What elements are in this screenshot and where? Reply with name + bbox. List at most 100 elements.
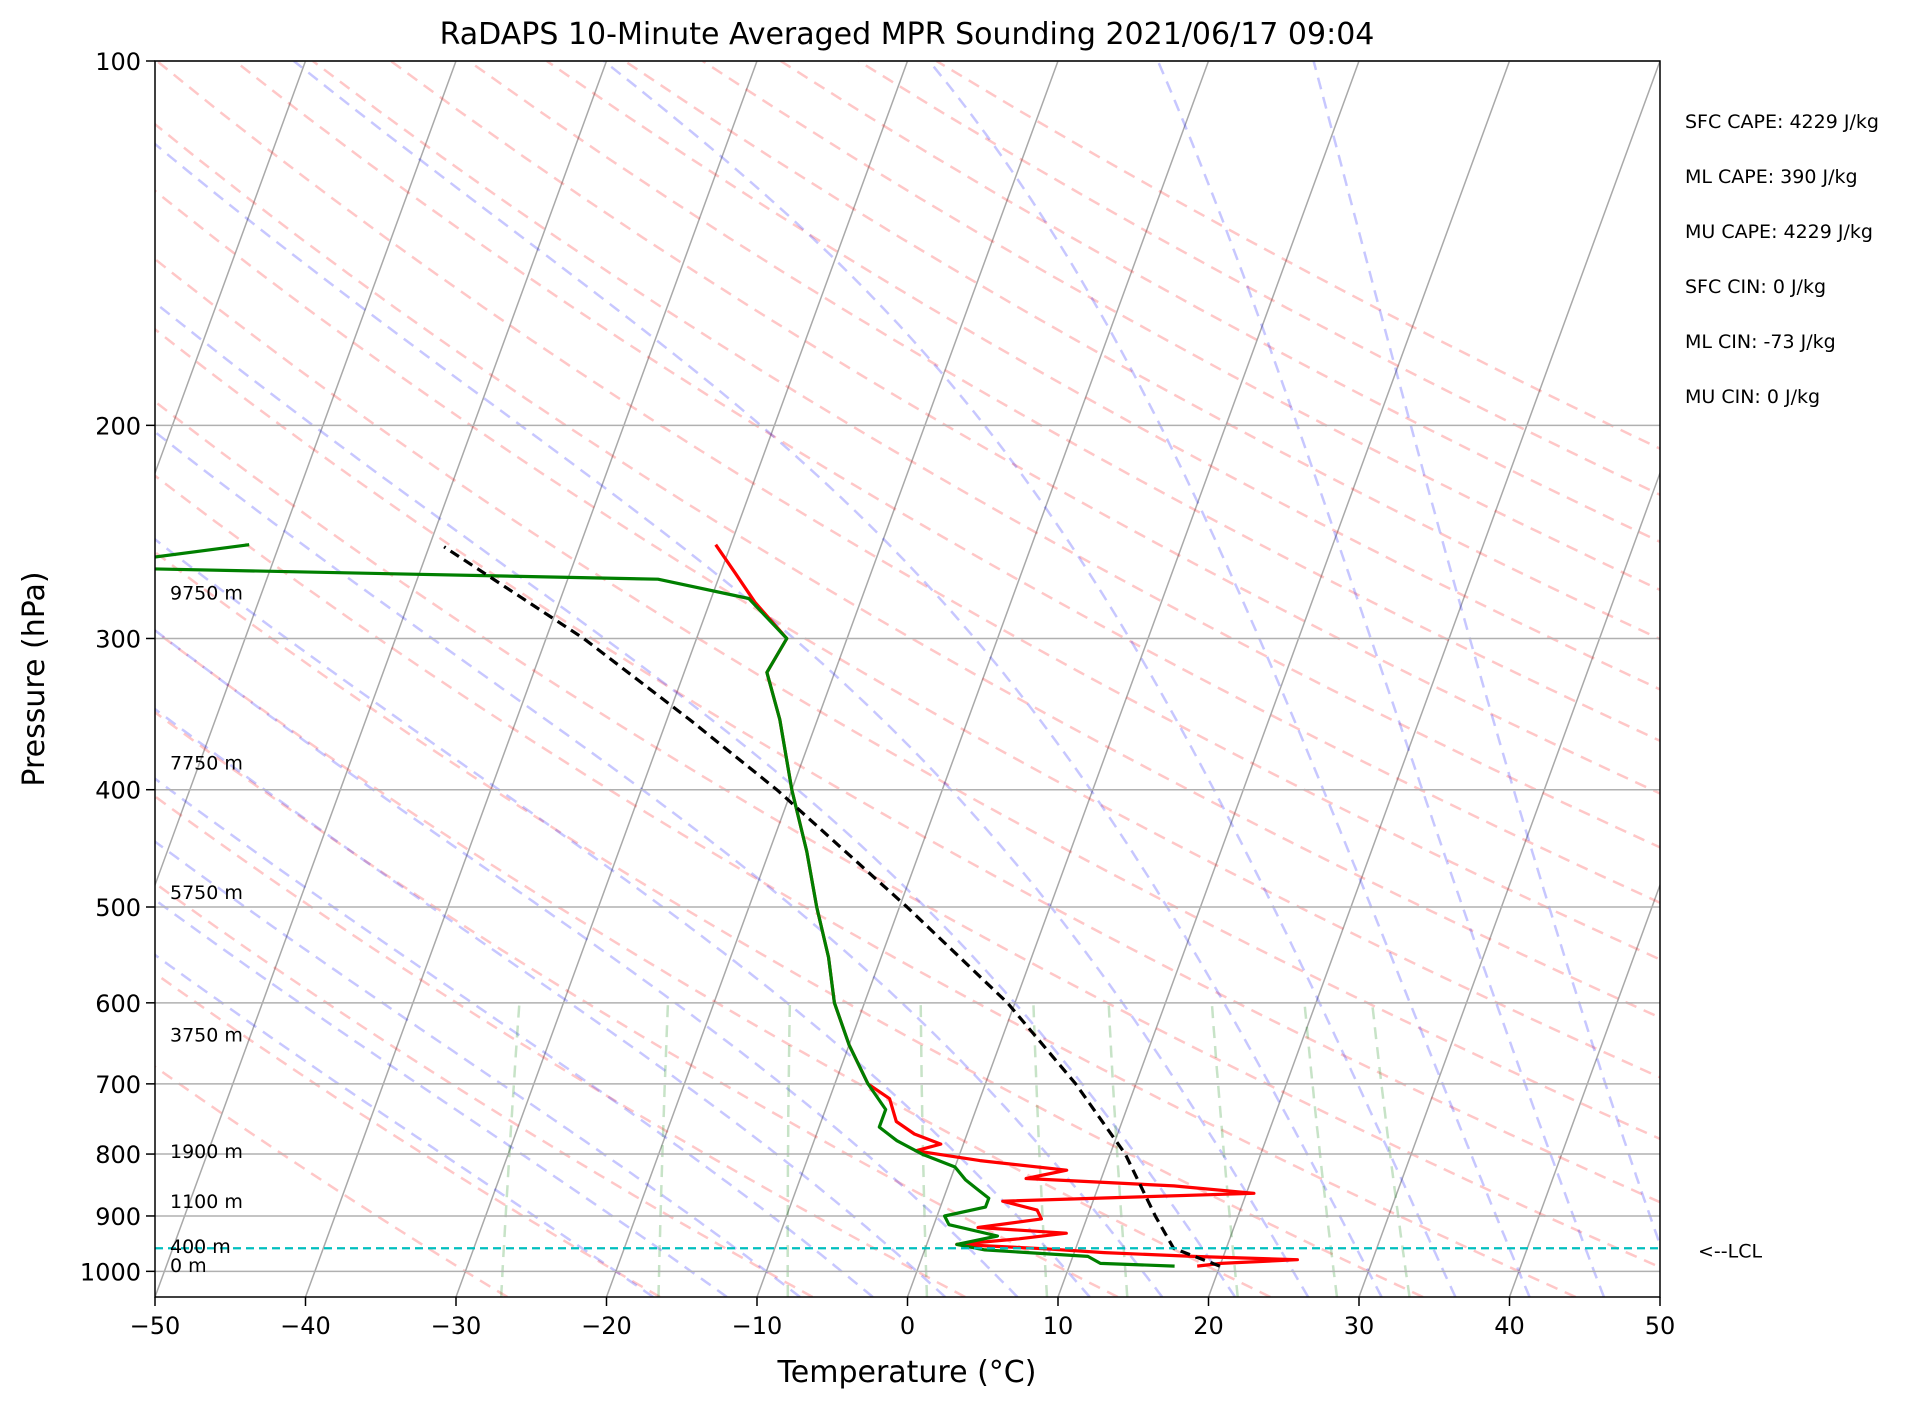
isotherm-line (605, 61, 1059, 1297)
x-tick-label: 10 (1043, 1312, 1074, 1340)
moist-adiabat (155, 898, 728, 1297)
mixing-ratio-line (919, 1002, 929, 1297)
stat-line: SFC CAPE: 4229 J/kg (1685, 111, 1879, 133)
y-axis-ticks: 100 200 300 400 500 600 700 800 900 1000 (80, 48, 155, 1286)
moist-adiabat (293, 61, 1383, 1297)
lcl-label: <--LCL (1698, 1240, 1762, 1262)
height-label: 3750 m (170, 1024, 243, 1046)
stat-line: ML CIN: -73 J/kg (1685, 331, 1836, 353)
x-tick-label: −20 (581, 1312, 632, 1340)
x-axis-label: Temperature (°C) (777, 1355, 1037, 1390)
y-tick-label: 500 (95, 894, 141, 922)
x-tick-label: 20 (1193, 1312, 1224, 1340)
mixing-ratio-line (1370, 1002, 1411, 1297)
isotherm-line (756, 61, 1210, 1297)
moist-adiabat (155, 953, 654, 1297)
x-tick-label: −40 (280, 1312, 331, 1340)
y-tick-label: 900 (95, 1203, 141, 1231)
dry-adiabat (155, 881, 814, 1297)
height-label: 1900 m (170, 1141, 243, 1163)
dry-adiabat (155, 257, 1660, 1141)
x-tick-label: 40 (1494, 1312, 1525, 1340)
dry-adiabat (779, 61, 1660, 544)
mixing-ratio-line (786, 1002, 792, 1297)
dry-adiabat (155, 710, 1119, 1297)
y-tick-label: 600 (95, 990, 141, 1018)
height-label: 400 m (170, 1236, 231, 1258)
dry-adiabat (155, 399, 1660, 1269)
data-lines (155, 543, 1660, 1268)
height-label: 1100 m (170, 1191, 243, 1213)
y-tick-label: 700 (95, 1071, 141, 1099)
x-tick-label: −50 (130, 1312, 181, 1340)
isotherm-line (455, 61, 909, 1297)
height-label: 9750 m (170, 583, 243, 605)
background-lines (0, 61, 1660, 1297)
moist-adiabat (928, 61, 1531, 1297)
dry-adiabat (935, 61, 1660, 451)
mixing-ratio-line (657, 1002, 670, 1297)
dry-adiabat (155, 629, 1271, 1297)
mixing-ratio-line (1032, 1002, 1049, 1297)
moist-adiabat (155, 628, 1019, 1297)
moist-adiabat (1156, 61, 1606, 1297)
x-tick-label: −10 (732, 1312, 783, 1340)
isotherm-line (1508, 882, 1660, 1297)
stat-line: SFC CIN: 0 J/kg (1685, 276, 1826, 298)
isotherm-line (1659, 1294, 1660, 1297)
height-label: 5750 m (170, 882, 243, 904)
moist-adiabat (155, 537, 1091, 1297)
isotherm-line (1057, 61, 1511, 1297)
mixing-ratio-line (1210, 1002, 1239, 1297)
dry-adiabat (312, 61, 1660, 849)
mixing-ratio-line (1107, 1002, 1129, 1297)
moist-adiabat (1312, 61, 1660, 1249)
pressure-grid (155, 60, 1660, 1273)
isotherm-line (906, 61, 1360, 1297)
isotherm-line (304, 61, 758, 1297)
y-tick-label: 400 (95, 777, 141, 805)
y-tick-label: 100 (95, 48, 141, 76)
isotherm-line (1207, 61, 1660, 1297)
dry-adiabat (155, 1065, 509, 1297)
y-tick-label: 300 (95, 625, 141, 653)
y-tick-label: 200 (95, 412, 141, 440)
dry-adiabat (390, 61, 1660, 795)
isotherm-line (1358, 470, 1660, 1297)
dry-adiabat (155, 971, 661, 1297)
x-axis-ticks: −50 −40 −30 −20 −10 0 10 20 30 40 50 (130, 1297, 1676, 1340)
dry-adiabat (155, 550, 1424, 1297)
y-axis-label: Pressure (hPa) (17, 571, 52, 786)
mixing-ratio-line (1303, 1002, 1339, 1297)
dry-adiabat (155, 122, 1660, 1019)
mixing-ratio-line (499, 1002, 521, 1297)
y-tick-label: 800 (95, 1141, 141, 1169)
dewpoint-line (155, 543, 1175, 1268)
stats-panel: SFC CAPE: 4229 J/kg ML CAPE: 390 J/kg MU C… (1685, 111, 1879, 408)
moist-adiabat (603, 61, 1457, 1297)
parcel-profile-line (443, 545, 1221, 1268)
y-tick-label: 1000 (80, 1258, 141, 1286)
stat-line: MU CIN: 0 J/kg (1685, 386, 1820, 408)
chart-title: RaDAPS 10-Minute Averaged MPR Sounding 2… (440, 17, 1375, 52)
height-label: 0 m (170, 1255, 207, 1277)
x-tick-label: −30 (431, 1312, 482, 1340)
isotherm-line (155, 61, 457, 888)
dry-adiabat (467, 61, 1660, 743)
x-tick-label: 30 (1344, 1312, 1375, 1340)
isotherm-line (0, 61, 5, 1297)
x-tick-label: 50 (1645, 1312, 1676, 1340)
moist-adiabat (155, 707, 947, 1297)
dry-adiabat (624, 61, 1660, 641)
dry-adiabat (857, 61, 1660, 497)
dry-adiabat (155, 189, 1660, 1079)
moist-adiabat (155, 301, 1237, 1297)
x-tick-label: 0 (900, 1312, 915, 1340)
dry-adiabat (234, 61, 1660, 905)
isotherm-line (155, 61, 608, 1297)
stat-line: MU CAPE: 4229 J/kg (1685, 221, 1873, 243)
moist-adiabat (155, 840, 801, 1297)
moist-adiabat (155, 142, 1310, 1297)
